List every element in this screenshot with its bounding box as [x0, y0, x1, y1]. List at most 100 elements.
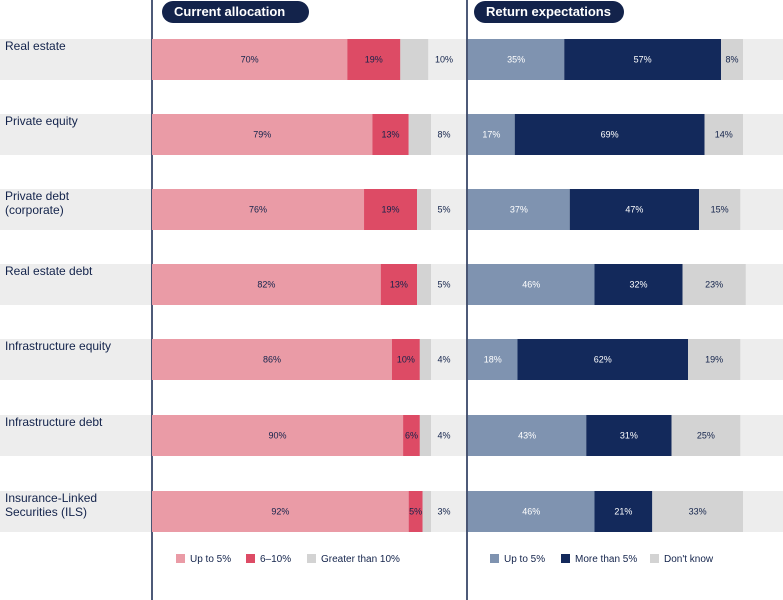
- bar-return-expectations-up-to-5-2: [468, 114, 515, 155]
- data-label-current-allocation-up-to-5-6: 90%: [269, 431, 287, 441]
- bar-current-allocation-greater-than-10-4: [417, 264, 431, 305]
- data-label-return-expectations-up-to-5-7: 46%: [522, 507, 540, 517]
- data-label-return-expectations-don-t-know-3: 15%: [711, 205, 729, 215]
- data-label-current-allocation-6-10-2: 13%: [382, 130, 400, 140]
- bar-current-allocation-6-10-7: [408, 491, 423, 532]
- data-label-return-expectations-don-t-know-2: 14%: [715, 130, 733, 140]
- legend-label-current-allocation-greater-than-10: Greater than 10%: [321, 554, 400, 565]
- data-label-current-allocation-greater-than-10-5: 4%: [437, 355, 450, 365]
- legend-label-return-expectations-don-t-know: Don't know: [664, 554, 714, 565]
- data-label-return-expectations-more-than-5-2: 69%: [601, 130, 619, 140]
- category-label-line: Private equity: [5, 114, 78, 128]
- data-label-return-expectations-up-to-5-1: 35%: [507, 55, 525, 65]
- data-label-current-allocation-greater-than-10-2: 8%: [437, 130, 450, 140]
- category-label-real-estate: Real estate: [5, 39, 66, 53]
- bar-return-expectations-up-to-5-7: [468, 491, 595, 532]
- category-label-private-debt-corporate: Private debt (corporate): [5, 189, 70, 217]
- bar-return-expectations-up-to-5-4: [468, 264, 595, 305]
- data-label-return-expectations-up-to-5-3: 37%: [510, 205, 528, 215]
- data-label-return-expectations-more-than-5-1: 57%: [634, 55, 652, 65]
- legend-swatch-current-allocation-greater-than-10: [307, 554, 316, 563]
- bar-return-expectations-more-than-5-5: [517, 339, 688, 380]
- bar-current-allocation-up-to-5-5: [152, 339, 392, 380]
- category-label-infrastructure-debt: Infrastructure debt: [5, 415, 103, 429]
- data-label-return-expectations-more-than-5-6: 31%: [620, 431, 638, 441]
- bar-current-allocation-6-10-2: [372, 114, 409, 155]
- legend-label-current-allocation-6-10: 6–10%: [260, 554, 291, 565]
- legend-label-return-expectations-more-than-5: More than 5%: [575, 554, 637, 565]
- bar-return-expectations-more-than-5-4: [594, 264, 683, 305]
- bar-return-expectations-more-than-5-6: [586, 415, 672, 456]
- bar-return-expectations-don-t-know-2: [704, 114, 743, 155]
- data-label-return-expectations-more-than-5-7: 21%: [614, 507, 632, 517]
- bar-current-allocation-6-10-4: [380, 264, 418, 305]
- data-label-current-allocation-up-to-5-4: 82%: [257, 280, 275, 290]
- data-label-current-allocation-up-to-5-5: 86%: [263, 355, 281, 365]
- bar-return-expectations-more-than-5-7: [594, 491, 653, 532]
- data-label-current-allocation-6-10-6: 6%: [405, 431, 418, 441]
- legend-label-current-allocation-up-to-5: Up to 5%: [190, 554, 231, 565]
- bar-current-allocation-6-10-1: [347, 39, 401, 80]
- data-label-current-allocation-up-to-5-2: 79%: [253, 130, 271, 140]
- bar-current-allocation-up-to-5-7: [152, 491, 409, 532]
- category-label-line: Infrastructure equity: [5, 339, 111, 353]
- bar-current-allocation-greater-than-10-1: [400, 39, 429, 80]
- bar-return-expectations-up-to-5-1: [468, 39, 565, 80]
- bar-current-allocation-up-to-5-4: [152, 264, 381, 305]
- data-label-current-allocation-6-10-4: 13%: [390, 280, 408, 290]
- bar-current-allocation-up-to-5-1: [152, 39, 348, 80]
- bar-return-expectations-more-than-5-1: [564, 39, 721, 80]
- category-label-infrastructure-equity: Infrastructure equity: [5, 339, 111, 353]
- legend-swatch-return-expectations-more-than-5: [561, 554, 570, 563]
- category-label-line: Real estate debt: [5, 264, 93, 278]
- category-label-line: Securities (ILS): [5, 505, 87, 519]
- data-label-current-allocation-up-to-5-3: 76%: [249, 205, 267, 215]
- data-label-current-allocation-up-to-5-7: 92%: [271, 507, 289, 517]
- bar-current-allocation-greater-than-10-2: [408, 114, 431, 155]
- category-label-real-estate-debt: Real estate debt: [5, 264, 93, 278]
- data-label-current-allocation-greater-than-10-7: 3%: [437, 507, 450, 517]
- data-label-return-expectations-up-to-5-6: 43%: [518, 431, 536, 441]
- bar-return-expectations-don-t-know-3: [699, 189, 741, 230]
- data-label-return-expectations-up-to-5-4: 46%: [522, 280, 540, 290]
- legend-swatch-return-expectations-don-t-know: [650, 554, 659, 563]
- bar-return-expectations-don-t-know-4: [682, 264, 746, 305]
- data-label-return-expectations-don-t-know-6: 25%: [697, 431, 715, 441]
- data-label-return-expectations-don-t-know-4: 23%: [705, 280, 723, 290]
- category-label-line: Real estate: [5, 39, 66, 53]
- bar-return-expectations-don-t-know-7: [652, 491, 743, 532]
- bar-current-allocation-6-10-5: [391, 339, 420, 380]
- panel-title-pill-2: [474, 1, 624, 23]
- bar-current-allocation-greater-than-10-3: [417, 189, 431, 230]
- legend-swatch-current-allocation-6-10: [246, 554, 255, 563]
- data-label-current-allocation-greater-than-10-6: 4%: [437, 431, 450, 441]
- legend-label-return-expectations-up-to-5: Up to 5%: [504, 554, 545, 565]
- bar-return-expectations-don-t-know-5: [688, 339, 741, 380]
- data-label-current-allocation-up-to-5-1: 70%: [241, 55, 259, 65]
- data-label-current-allocation-6-10-5: 10%: [397, 355, 415, 365]
- data-label-current-allocation-6-10-7: 5%: [409, 507, 422, 517]
- bar-return-expectations-up-to-5-3: [468, 189, 570, 230]
- category-label-private-equity: Private equity: [5, 114, 78, 128]
- data-label-return-expectations-don-t-know-7: 33%: [689, 507, 707, 517]
- panel-title-pill-1: [162, 1, 309, 23]
- data-label-current-allocation-greater-than-10-1: 10%: [435, 55, 453, 65]
- bar-current-allocation-6-10-3: [364, 189, 418, 230]
- bar-return-expectations-up-to-5-5: [468, 339, 518, 380]
- category-label-line: (corporate): [5, 203, 64, 217]
- bar-current-allocation-greater-than-10-5: [419, 339, 431, 380]
- bar-current-allocation-greater-than-10-6: [419, 415, 431, 456]
- data-label-current-allocation-6-10-1: 19%: [365, 55, 383, 65]
- category-label-line: Infrastructure debt: [5, 415, 103, 429]
- category-label-line: Insurance-Linked: [5, 491, 97, 505]
- bar-current-allocation-up-to-5-6: [152, 415, 404, 456]
- data-label-return-expectations-more-than-5-3: 47%: [625, 205, 643, 215]
- bar-current-allocation-greater-than-10-7: [422, 491, 431, 532]
- panel-title-return-expectations: Return expectations: [486, 4, 611, 19]
- bar-return-expectations-don-t-know-1: [721, 39, 743, 80]
- panel-title-current-allocation: Current allocation: [174, 4, 285, 19]
- data-label-return-expectations-don-t-know-1: 8%: [725, 55, 738, 65]
- bar-current-allocation-6-10-6: [403, 415, 420, 456]
- data-label-current-allocation-greater-than-10-4: 5%: [437, 280, 450, 290]
